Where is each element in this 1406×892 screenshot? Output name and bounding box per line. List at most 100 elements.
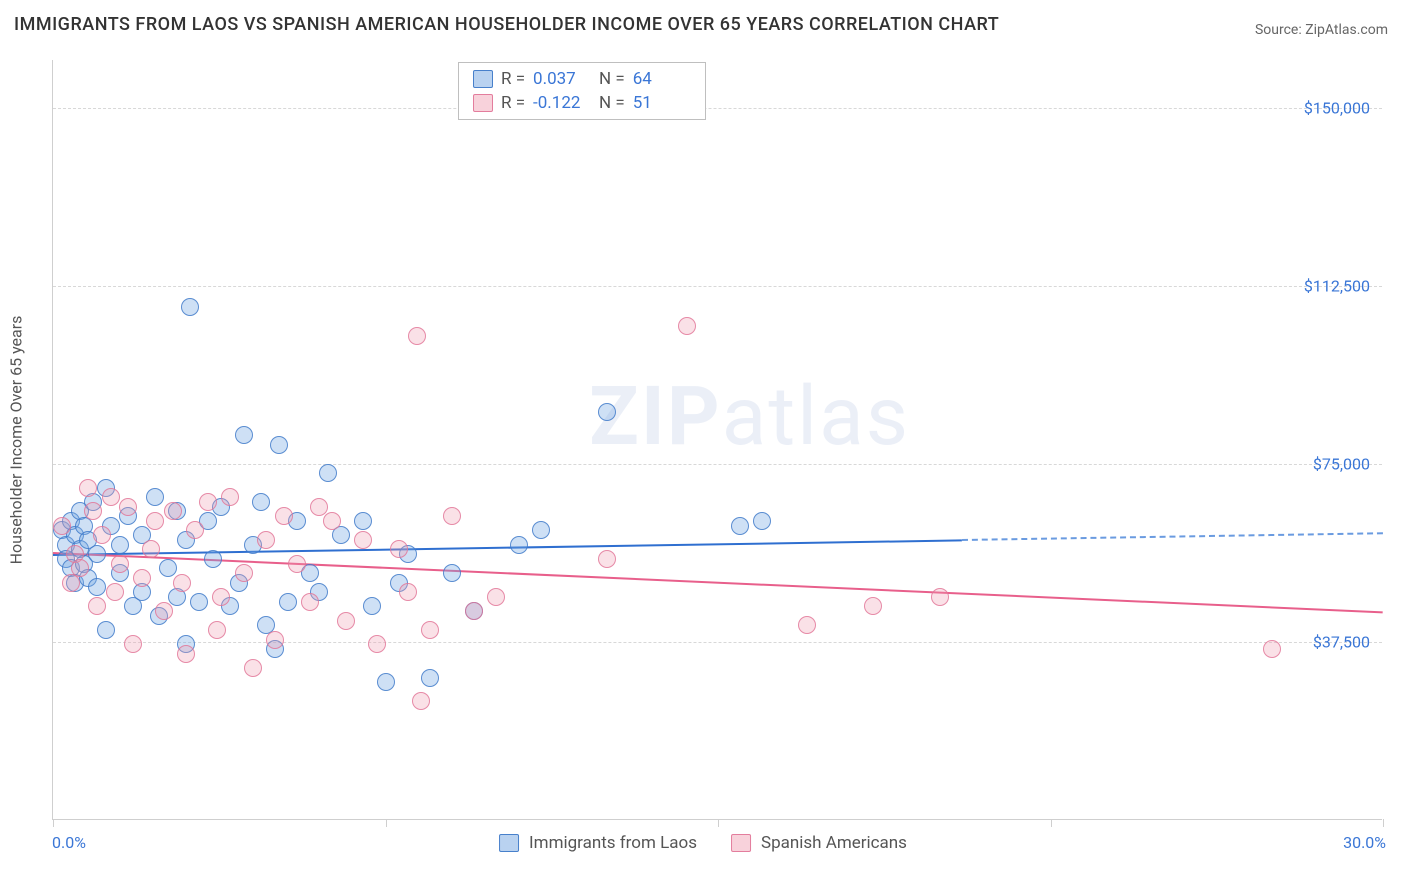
legend-r-label: R = [501, 69, 525, 89]
data-point [443, 564, 461, 582]
data-point [133, 569, 151, 587]
data-point [124, 635, 142, 653]
data-point [257, 531, 275, 549]
data-point [146, 512, 164, 530]
data-point [354, 531, 372, 549]
x-tick [1051, 819, 1052, 827]
y-tick-label: $75,000 [1313, 454, 1370, 473]
legend-item-blue: Immigrants from Laos [499, 833, 697, 853]
y-tick-label: $112,500 [1304, 276, 1370, 295]
data-point [421, 669, 439, 687]
legend-label: Immigrants from Laos [529, 833, 697, 853]
trendline [53, 552, 1383, 613]
data-point [465, 602, 483, 620]
legend-n-label: N = [599, 69, 625, 89]
data-point [487, 588, 505, 606]
correlation-legend: R = 0.037 N = 64 R = -0.122 N = 51 [458, 62, 706, 120]
data-point [363, 597, 381, 615]
legend-blue-n: 64 [633, 69, 691, 89]
legend-blue-r: 0.037 [533, 69, 591, 89]
data-point [97, 621, 115, 639]
legend-label: Spanish Americans [761, 833, 907, 853]
series-legend: Immigrants from Laos Spanish Americans [499, 833, 907, 853]
data-point [510, 536, 528, 554]
data-point [221, 488, 239, 506]
data-point [421, 621, 439, 639]
data-point [354, 512, 372, 530]
x-axis-max-label: 30.0% [1343, 833, 1386, 852]
legend-r-label: R = [501, 93, 525, 113]
data-point [323, 512, 341, 530]
legend-row-blue: R = 0.037 N = 64 [459, 67, 705, 91]
data-point [275, 507, 293, 525]
data-point [93, 526, 111, 544]
data-point [678, 317, 696, 335]
x-tick [386, 819, 387, 827]
data-point [319, 464, 337, 482]
data-point [408, 327, 426, 345]
data-point [270, 436, 288, 454]
data-point [111, 555, 129, 573]
data-point [111, 536, 129, 554]
legend-row-pink: R = -0.122 N = 51 [459, 91, 705, 115]
data-point [177, 645, 195, 663]
data-point [106, 583, 124, 601]
y-tick-label: $150,000 [1304, 98, 1370, 117]
x-tick [718, 819, 719, 827]
data-point [181, 298, 199, 316]
swatch-pink-icon [731, 834, 751, 852]
data-point [88, 578, 106, 596]
data-point [88, 597, 106, 615]
data-point [390, 540, 408, 558]
data-point [173, 574, 191, 592]
data-point [931, 588, 949, 606]
watermark: ZIPatlas [589, 369, 910, 465]
data-point [443, 507, 461, 525]
data-point [164, 502, 182, 520]
gridline [53, 286, 1382, 287]
data-point [79, 479, 97, 497]
data-point [212, 588, 230, 606]
legend-n-label: N = [599, 93, 625, 113]
data-point [155, 602, 173, 620]
data-point [753, 512, 771, 530]
watermark-rest: atlas [722, 369, 910, 465]
data-point [399, 583, 417, 601]
data-point [71, 559, 89, 577]
data-point [1263, 640, 1281, 658]
data-point [119, 498, 137, 516]
data-point [598, 403, 616, 421]
data-point [301, 593, 319, 611]
data-point [598, 550, 616, 568]
gridline [53, 108, 1382, 109]
data-point [532, 521, 550, 539]
data-point [142, 540, 160, 558]
data-point [208, 621, 226, 639]
y-tick-label: $37,500 [1313, 632, 1370, 651]
source-attribution: Source: ZipAtlas.com [1255, 22, 1388, 38]
data-point [731, 517, 749, 535]
swatch-blue-icon [499, 834, 519, 852]
data-point [864, 597, 882, 615]
x-tick [53, 819, 54, 827]
legend-pink-n: 51 [633, 93, 691, 113]
x-tick [1383, 819, 1384, 827]
data-point [244, 659, 262, 677]
data-point [266, 631, 284, 649]
data-point [190, 593, 208, 611]
data-point [288, 555, 306, 573]
legend-item-pink: Spanish Americans [731, 833, 907, 853]
data-point [368, 635, 386, 653]
data-point [235, 564, 253, 582]
data-point [252, 493, 270, 511]
data-point [53, 517, 71, 535]
data-point [88, 545, 106, 563]
data-point [146, 488, 164, 506]
data-point [159, 559, 177, 577]
y-axis-title: Householder Income Over 65 years [7, 316, 26, 565]
gridline [53, 464, 1382, 465]
legend-pink-r: -0.122 [533, 93, 591, 113]
chart-title: IMMIGRANTS FROM LAOS VS SPANISH AMERICAN… [14, 14, 999, 35]
data-point [798, 616, 816, 634]
data-point [279, 593, 297, 611]
